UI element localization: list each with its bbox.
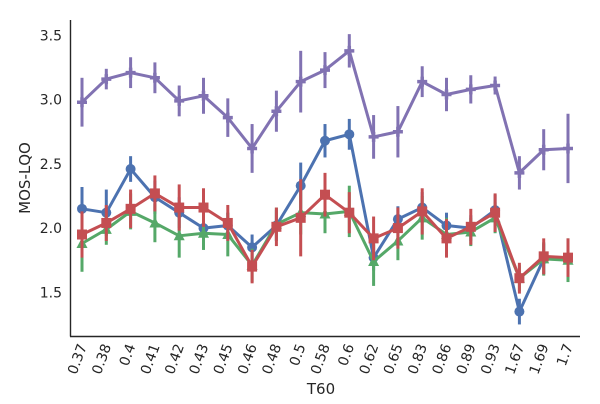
data-point [465,221,476,232]
data-point [538,251,549,262]
x-tick-label: 0.83 [405,342,431,377]
data-point [368,255,380,266]
data-point [149,216,161,228]
x-tick-label: 0.42 [162,342,188,377]
data-point [101,74,112,85]
data-point [538,144,549,155]
x-tick-label: 0.58 [308,342,334,377]
data-point [514,306,525,317]
x-tick-label: 0.93 [478,342,504,377]
data-point [514,273,525,284]
y-tick-label: 3.5 [40,28,62,44]
x-tick-label: 0.46 [235,342,261,377]
data-point [247,261,258,272]
x-tick-label: 0.4 [117,342,140,368]
data-point [320,65,330,76]
y-tick-label: 2.5 [40,157,62,173]
data-point [271,221,282,232]
x-tick-label: 0.6 [335,342,358,368]
data-point [174,95,185,106]
series-4 [77,34,573,190]
data-point [417,206,428,217]
data-point [77,203,87,214]
y-tick-label: 3.0 [40,93,62,109]
data-point [125,67,136,78]
data-point [514,167,525,178]
x-tick-label: 0.43 [187,342,213,377]
x-tick-label: 0.5 [287,342,310,368]
data-point [368,233,379,244]
axes [69,20,580,338]
series-3 [77,172,573,294]
data-point [222,217,233,228]
x-tick-label: 1.67 [502,342,528,377]
y-tick-label: 2.0 [40,221,62,237]
y-ticks: 1.5 2.0 2.5 3.0 3.5 [40,28,62,301]
data-point [149,188,160,199]
data-point [441,89,452,100]
data-point [490,207,501,218]
x-tick-label: 0.86 [430,342,456,377]
data-point [344,129,355,140]
data-point [344,45,355,56]
data-point [368,131,379,142]
data-point [563,252,573,263]
data-point [173,229,185,241]
data-point [320,135,330,146]
x-tick-label: 0.48 [259,342,285,377]
x-tick-label: 0.62 [357,342,383,377]
data-point [417,76,428,87]
data-point [465,84,476,95]
data-point [149,72,160,83]
x-tick-label: 1.7 [554,342,577,368]
data-point [441,233,452,244]
data-point [247,143,258,154]
data-point [77,229,87,240]
data-point [295,76,306,87]
x-ticks: 0.370.38 0.40.410.420.430.450.460.48 0.50.… [65,342,577,377]
x-axis-label: T60 [306,380,335,398]
series-layer [76,34,574,325]
data-point [247,242,258,253]
x-tick-label: 0.38 [89,342,115,377]
data-point [295,212,306,223]
data-point [198,227,209,238]
data-point [344,207,355,218]
x-tick-label: 0.89 [454,342,480,377]
data-point [125,203,136,214]
data-point [563,143,573,154]
data-point [490,80,501,91]
data-point [77,97,87,108]
data-point [174,202,185,213]
x-tick-label: 0.41 [138,342,164,377]
x-tick-label: 0.37 [65,342,91,377]
x-tick-label: 0.45 [211,342,237,377]
data-point [125,164,136,175]
data-point [198,90,209,101]
data-point [198,202,209,213]
data-point [392,126,403,137]
data-point [271,106,282,117]
x-tick-label: 1.69 [527,342,553,377]
y-axis-label: MOS-LQO [16,142,34,214]
data-point [222,112,233,123]
data-point [101,217,112,228]
data-point [320,189,330,200]
y-tick-label: 1.5 [40,285,62,301]
data-point [392,223,403,234]
x-tick-label: 0.65 [381,342,407,377]
